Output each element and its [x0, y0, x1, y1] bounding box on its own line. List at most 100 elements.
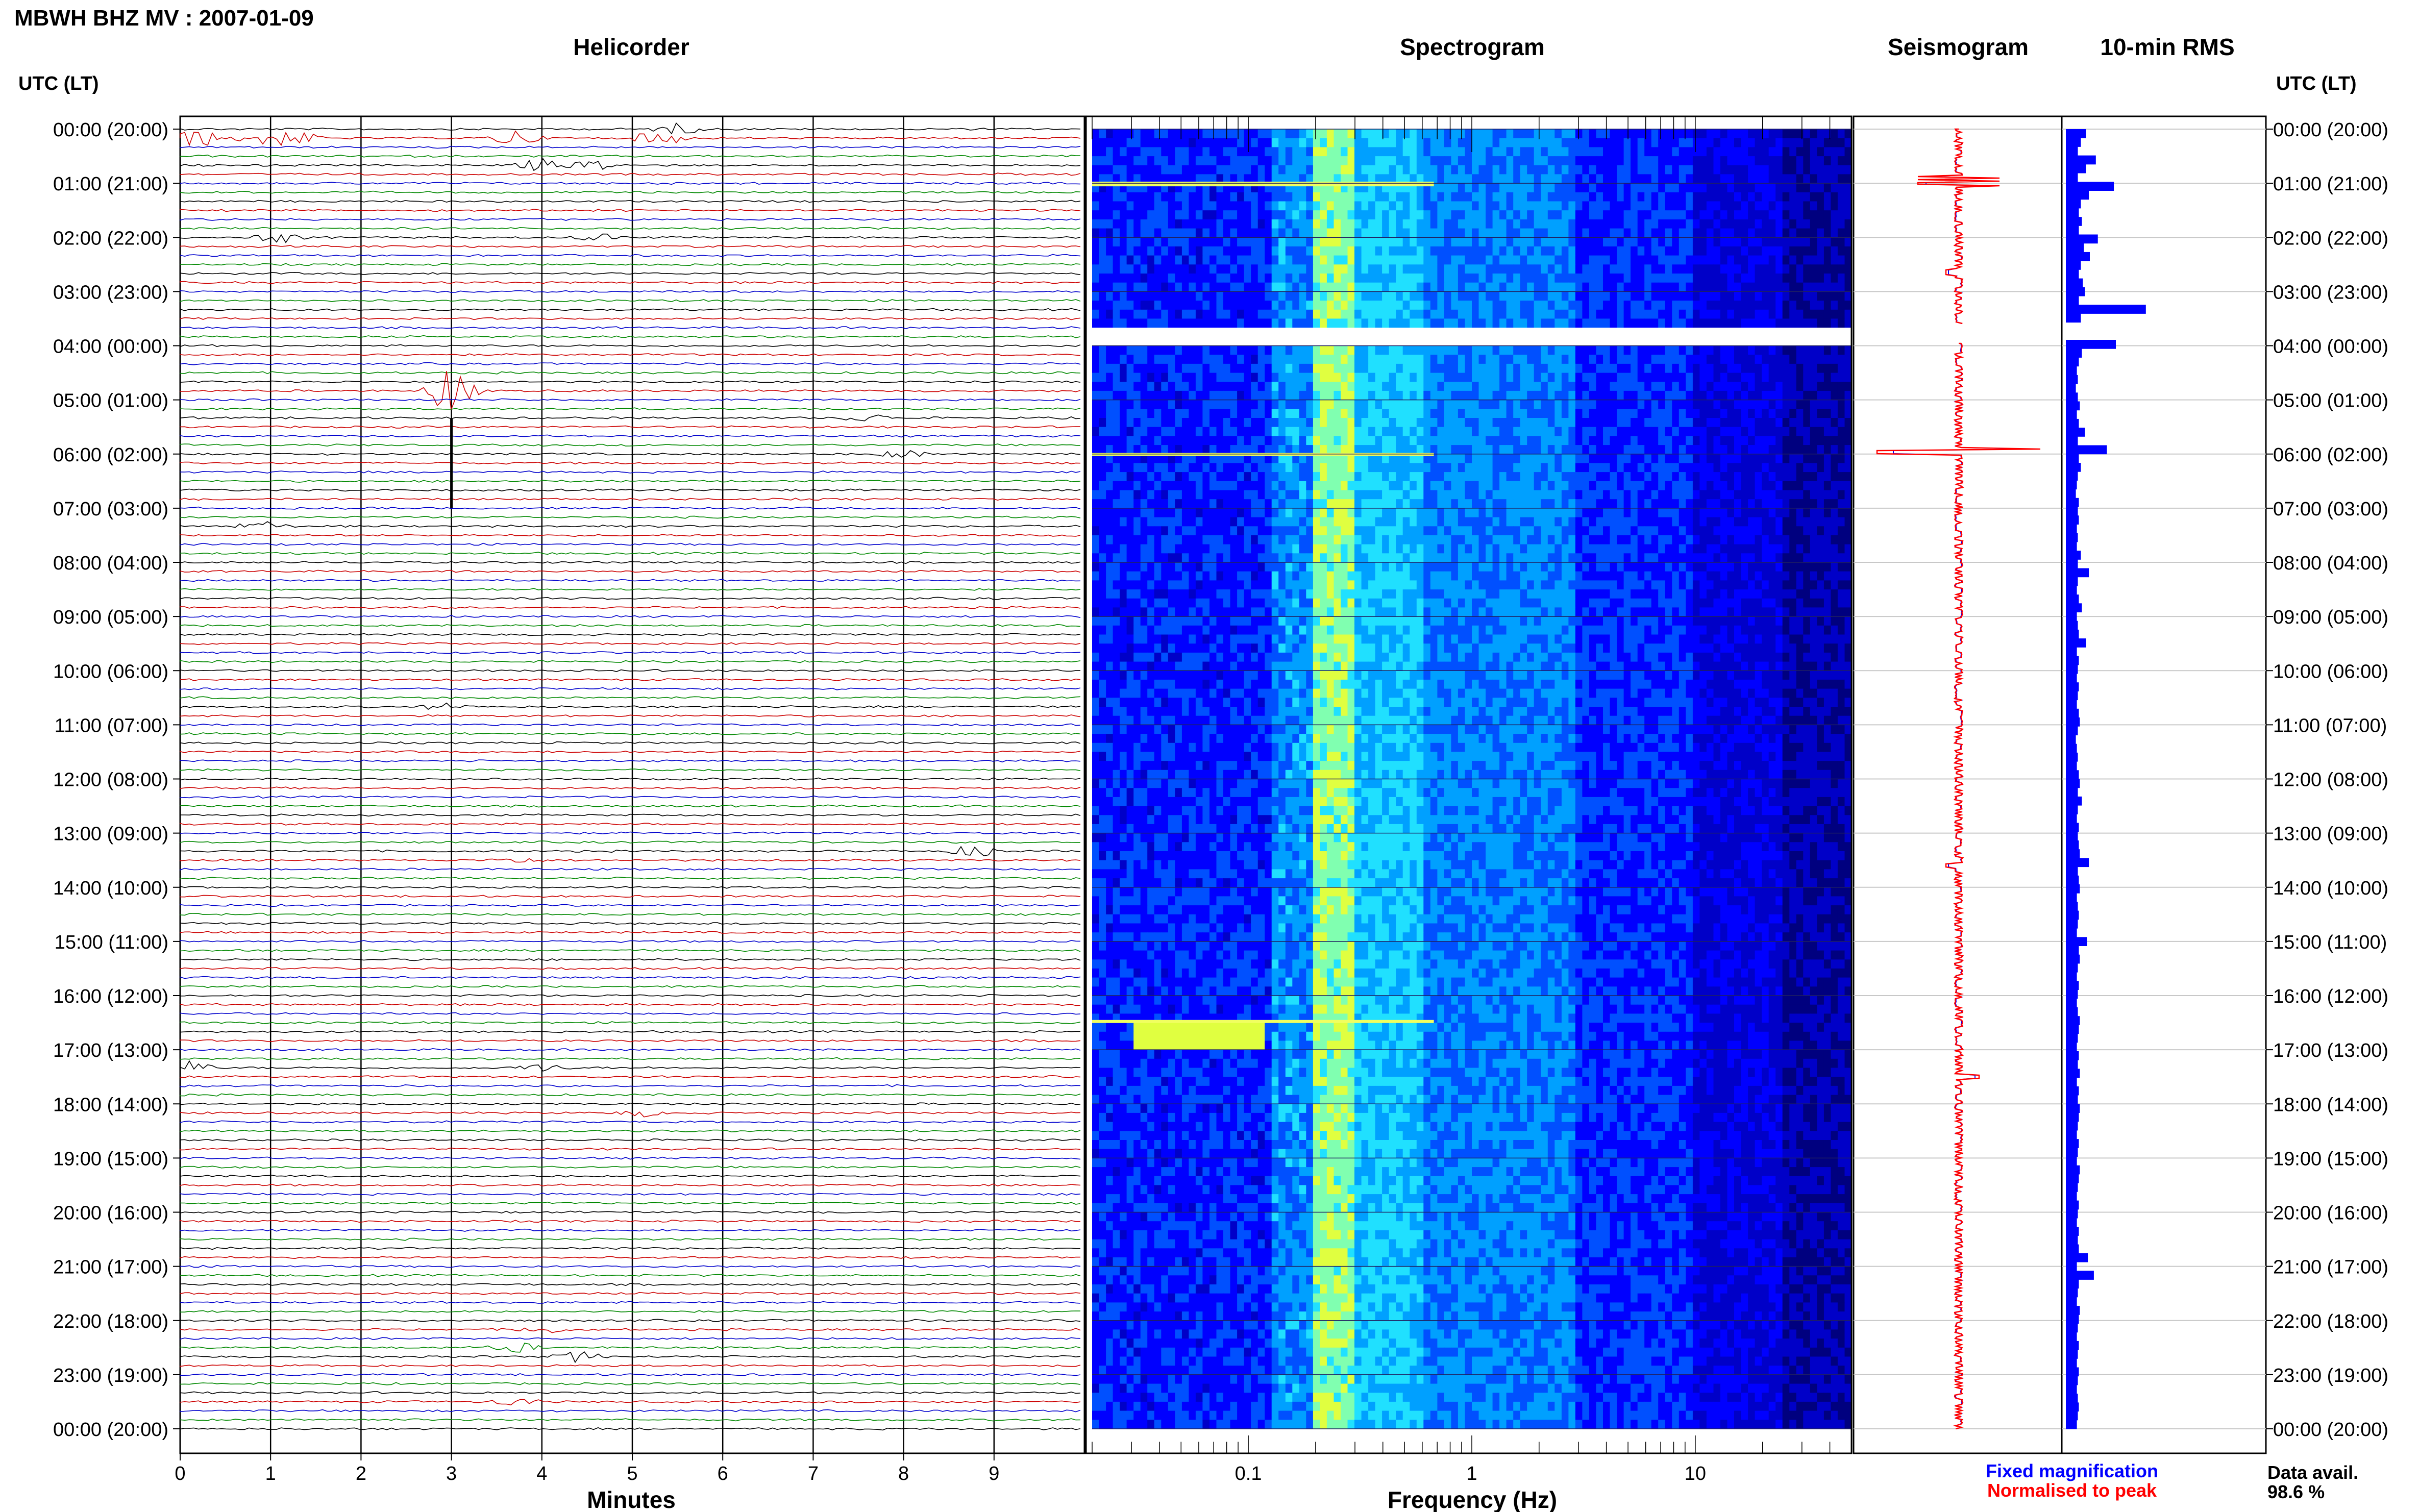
spectrogram-cell [1658, 201, 1666, 211]
spectrogram-cell [1734, 219, 1742, 229]
spectrogram-cell [1513, 174, 1521, 184]
spectrogram-cell [1547, 138, 1555, 147]
spectrogram-cell [1175, 481, 1182, 491]
spectrogram-cell [1154, 472, 1162, 482]
spectrogram-cell [1292, 382, 1300, 391]
spectrogram-cell [1361, 318, 1369, 328]
spectrogram-cell [1113, 192, 1120, 202]
spectrogram-cell [1271, 318, 1279, 328]
spectrogram-cell [1195, 237, 1203, 247]
spectrogram-cell [1527, 445, 1535, 455]
spectrogram-cell [1251, 255, 1258, 265]
spectrogram-cell [1113, 454, 1120, 464]
spectrogram-cell [1775, 373, 1783, 382]
spectrogram-cell [1278, 237, 1286, 247]
spectrogram-cell [1755, 445, 1762, 455]
spectrogram-cell [1147, 138, 1155, 147]
spectrogram-cell [1092, 382, 1100, 391]
spectrogram-cell [1513, 454, 1521, 464]
spectrogram-cell [1741, 454, 1748, 464]
spectrogram-cell [1257, 192, 1265, 202]
spectrogram-cell [1175, 264, 1182, 274]
spectrogram-cell [1692, 255, 1700, 265]
spectrogram-cell [1603, 535, 1611, 545]
spectrogram-cell [1789, 183, 1797, 193]
spectrogram-cell [1499, 445, 1507, 455]
spectrogram-cell [1306, 210, 1314, 220]
helicorder-trace [180, 1292, 1081, 1295]
helicorder-trace [180, 1351, 1081, 1364]
spectrogram-cell [1727, 192, 1735, 202]
spectrogram-cell [1092, 264, 1100, 274]
spectrogram-cell [1326, 463, 1334, 473]
spectrogram-cell [1803, 274, 1811, 283]
spectrogram-cell [1520, 345, 1527, 355]
spectrogram-cell [1285, 264, 1293, 274]
spectrogram-cell [1837, 129, 1845, 139]
spectrogram-cell [1506, 472, 1514, 482]
spectrogram-cell [1299, 201, 1306, 211]
spectrogram-cell [1637, 363, 1645, 374]
spectrogram-cell [1658, 454, 1666, 464]
spectrogram-cell [1727, 382, 1735, 391]
spectrogram-cell [1741, 409, 1748, 418]
spectrogram-cell [1210, 309, 1217, 319]
spectrogram-cell [1686, 472, 1693, 482]
spectrogram-cell [1223, 472, 1231, 482]
spectrogram-cell [1623, 282, 1631, 292]
spectrogram-cell [1154, 445, 1162, 455]
spectrogram-cell [1451, 427, 1459, 436]
spectrogram-cell [1410, 363, 1417, 374]
helicorder-trace [180, 876, 1081, 880]
spectrogram-cell [1451, 409, 1459, 418]
spectrogram-cell [1782, 517, 1790, 527]
spectrogram-cell [1223, 418, 1231, 428]
spectrogram-cell [1810, 445, 1817, 455]
spectrogram-cell [1651, 219, 1659, 229]
spectrogram-cell [1120, 490, 1127, 500]
spectrogram-cell [1561, 517, 1569, 527]
spectrogram-cell [1762, 445, 1769, 455]
spectrogram-cell [1672, 165, 1680, 175]
spectrogram-cell [1623, 156, 1631, 166]
spectrogram-cell [1547, 301, 1555, 310]
spectrogram-cell [1133, 282, 1141, 292]
spectrogram-cell [1320, 472, 1327, 482]
spectrogram-cell [1603, 517, 1611, 527]
spectrogram-cell [1444, 156, 1451, 166]
spectrogram-cell [1382, 481, 1390, 491]
spectrogram-cell [1382, 174, 1390, 184]
spectrogram-cell [1161, 165, 1169, 175]
spectrogram-cell [1665, 156, 1672, 166]
spectrogram-cell [1458, 274, 1465, 283]
spectrogram-cell [1679, 418, 1686, 428]
spectrogram-cell [1189, 174, 1196, 184]
spectrogram-cell [1623, 301, 1631, 310]
spectrogram-cell [1465, 535, 1472, 545]
spectrogram-cell [1292, 535, 1300, 545]
spectrogram-cell [1672, 481, 1680, 491]
spectrogram-cell [1265, 301, 1272, 310]
spectrogram-cell [1326, 409, 1334, 418]
spectrogram-cell [1686, 427, 1693, 436]
spectrogram-cell [1320, 454, 1327, 464]
spectrogram-cell [1789, 373, 1797, 382]
spectrogram-cell [1568, 490, 1576, 500]
spectrogram-cell [1175, 318, 1182, 328]
spectrogram-cell [1341, 355, 1348, 364]
spectrogram-cell [1617, 400, 1624, 409]
spectrogram-cell [1354, 129, 1362, 139]
spectrogram-cell [1292, 481, 1300, 491]
spectrogram-cell [1244, 382, 1251, 391]
spectrogram-cell [1547, 499, 1555, 509]
spectrogram-cell [1244, 219, 1251, 229]
helicorder-trace [180, 958, 1081, 961]
spectrogram-cell [1126, 228, 1134, 238]
spectrogram-cell [1762, 535, 1769, 545]
spectrogram-cell [1762, 237, 1769, 247]
spectrogram-cell [1831, 390, 1838, 401]
spectrogram-cell [1099, 382, 1106, 391]
spectrogram-cell [1368, 454, 1376, 464]
spectrogram-cell [1341, 228, 1348, 238]
spectrogram-cell [1617, 373, 1624, 382]
